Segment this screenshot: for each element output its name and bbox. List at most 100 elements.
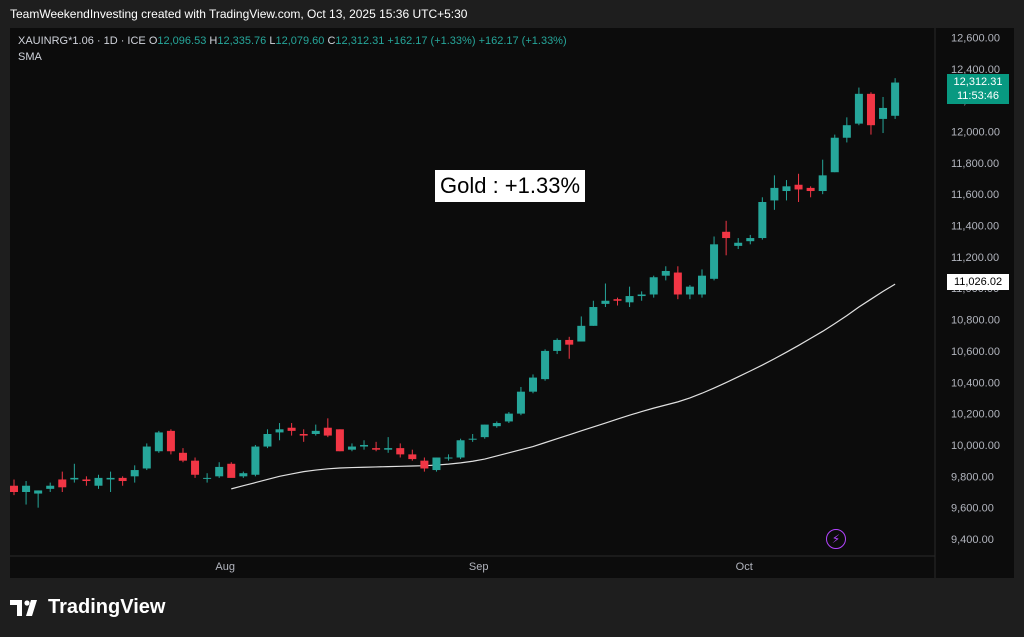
open-label: O: [148, 35, 158, 47]
candle-body: [215, 466, 224, 477]
sma-line: [231, 283, 896, 490]
y-tick-label: 10,800.00: [951, 315, 1000, 327]
candle-body: [94, 477, 103, 486]
candle-body: [251, 446, 260, 475]
y-tick-label: 10,200.00: [951, 409, 1000, 421]
candlestick-chart[interactable]: 12,600.0012,400.0012,200.0012,000.0011,8…: [10, 28, 1014, 578]
candle-body: [830, 137, 839, 173]
candle-body: [504, 413, 513, 422]
annotation-label: Gold : +1.33%: [435, 170, 586, 202]
candle-body: [637, 294, 646, 297]
change-value-2: +162.17 (+1.33%): [478, 35, 567, 47]
candle-body: [432, 457, 441, 471]
candle-body: [408, 454, 417, 460]
y-tick-label: 11,600.00: [951, 189, 999, 201]
y-tick-label: 10,600.00: [951, 346, 1000, 358]
candle-body: [82, 479, 91, 482]
close-value: 12,312.31: [335, 35, 385, 47]
candle-body: [275, 429, 284, 433]
candle-body: [734, 242, 743, 246]
candle-body: [673, 272, 682, 295]
candle-body: [697, 275, 706, 295]
candle-body: [649, 277, 658, 295]
indicator-label[interactable]: SMA: [18, 51, 42, 63]
y-tick-label: 12,400.00: [951, 64, 1000, 76]
candle-body: [227, 463, 236, 478]
low-value: 12,079.60: [275, 35, 325, 47]
candle-body: [577, 325, 586, 342]
candle-body: [396, 448, 405, 455]
candle-body: [770, 187, 779, 201]
candle-body: [384, 448, 393, 450]
candle-body: [178, 452, 187, 461]
candle-body: [468, 438, 477, 440]
candle-body: [516, 391, 525, 414]
candle-body: [794, 184, 803, 190]
y-tick-label: 11,800.00: [951, 158, 999, 170]
candle-body: [420, 460, 429, 469]
candle-body: [480, 424, 489, 438]
candle-body: [818, 175, 827, 192]
candle-body: [854, 93, 863, 124]
candle-body: [239, 473, 248, 477]
candle-body: [335, 429, 344, 452]
candle-body: [758, 202, 767, 239]
open-value: 12,096.53: [157, 35, 207, 47]
candle-body: [347, 446, 356, 450]
candle-body: [22, 485, 31, 492]
x-tick-label: Aug: [215, 561, 235, 573]
candle-body: [34, 490, 43, 494]
candle-body: [806, 187, 815, 192]
candle-body: [444, 457, 453, 459]
y-tick-label: 9,400.00: [951, 534, 994, 546]
candle-body: [263, 434, 272, 447]
candle-body: [529, 377, 538, 392]
x-tick-label: Sep: [469, 561, 489, 573]
high-value: 12,335.76: [217, 35, 267, 47]
candle-body: [106, 477, 115, 480]
candle-body: [323, 427, 332, 436]
candle-body: [492, 423, 501, 427]
candle-body: [565, 339, 574, 345]
candle-body: [685, 286, 694, 295]
candle-body: [70, 477, 79, 480]
chart-caption: TeamWeekendInvesting created with Tradin…: [10, 7, 468, 21]
candle-body: [287, 427, 296, 431]
candle-body: [46, 485, 55, 489]
candle-body: [601, 300, 610, 304]
candle-body: [154, 432, 163, 452]
candle-body: [613, 299, 622, 301]
candle-body: [456, 440, 465, 458]
candle-body: [842, 125, 851, 138]
candle-body: [661, 270, 670, 276]
y-tick-label: 11,200.00: [951, 252, 999, 264]
candle-body: [58, 479, 67, 488]
bar-countdown: 11:53:46: [956, 90, 999, 102]
candle-body: [142, 446, 151, 469]
candle-body: [782, 186, 791, 192]
candle-body: [891, 82, 900, 116]
y-tick-label: 12,600.00: [951, 32, 1000, 44]
candle-body: [118, 477, 127, 482]
ohlc-legend: XAUINRG*1.06 · 1D · ICE O12,096.53 H12,3…: [18, 35, 567, 47]
candle-body: [589, 307, 598, 326]
tradingview-logo: TradingView: [10, 596, 165, 619]
candle-body: [879, 107, 888, 119]
lightning-icon[interactable]: ⚡︎: [826, 529, 846, 549]
x-tick-label: Oct: [736, 561, 753, 573]
candle-body: [722, 231, 731, 239]
candle-body: [311, 430, 320, 434]
sma-value-tag: 11,026.02: [947, 274, 1009, 290]
y-tick-label: 9,800.00: [951, 471, 994, 483]
close-label: C: [327, 35, 336, 47]
chart-frame: 12,600.0012,400.0012,200.0012,000.0011,8…: [10, 28, 1014, 578]
candle-body: [360, 444, 369, 447]
brand-name: TradingView: [48, 596, 166, 618]
y-tick-label: 10,000.00: [951, 440, 1000, 452]
symbol-label[interactable]: XAUINRG*1.06 · 1D · ICE: [18, 35, 146, 47]
tradingview-logo-icon: [10, 599, 37, 616]
candle-body: [10, 485, 18, 492]
change-value: +162.17 (+1.33%): [387, 35, 476, 47]
y-tick-label: 12,000.00: [951, 126, 1000, 138]
high-label: H: [209, 35, 218, 47]
